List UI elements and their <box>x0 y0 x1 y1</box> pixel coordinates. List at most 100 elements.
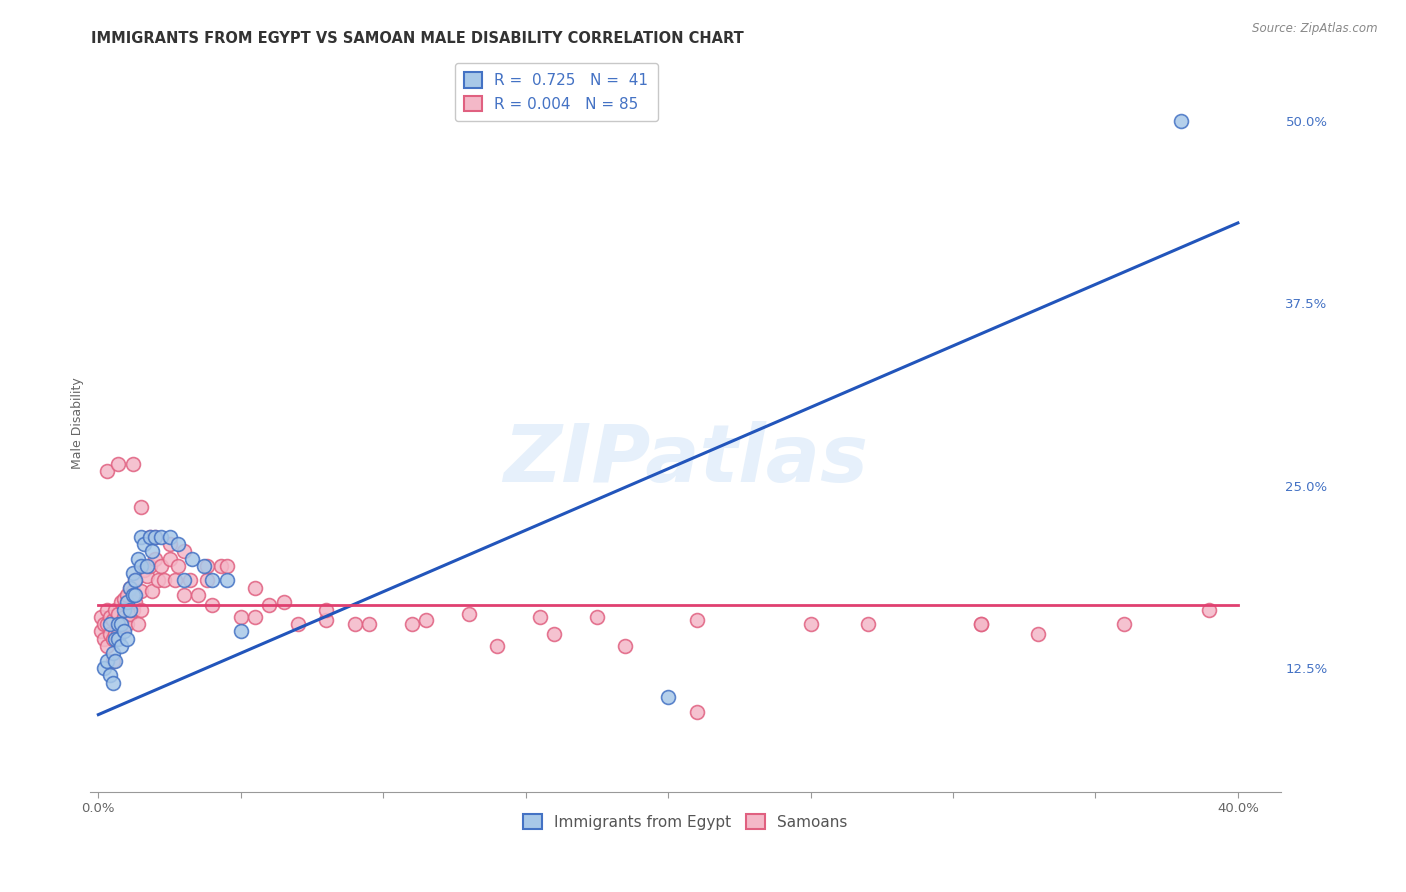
Point <box>121 457 143 471</box>
Point <box>124 574 146 588</box>
Point <box>153 574 176 588</box>
Point <box>124 574 146 588</box>
Point <box>129 530 152 544</box>
Point <box>138 558 160 573</box>
Point <box>970 617 993 632</box>
Point <box>357 617 380 632</box>
Point <box>586 610 609 624</box>
Point <box>135 558 157 573</box>
Point <box>110 617 132 632</box>
Point <box>107 617 129 632</box>
Point <box>101 654 124 668</box>
Point <box>96 639 118 653</box>
Point <box>179 574 201 588</box>
Point <box>159 551 181 566</box>
Point <box>1170 113 1192 128</box>
Point <box>187 588 209 602</box>
Point <box>129 583 152 598</box>
Point <box>132 563 155 577</box>
Point <box>146 574 169 588</box>
Point <box>115 617 138 632</box>
Point <box>110 639 132 653</box>
Point <box>209 558 232 573</box>
Point <box>93 617 115 632</box>
Point <box>685 705 707 719</box>
Point <box>181 551 204 566</box>
Point <box>124 595 146 609</box>
Point <box>127 617 149 632</box>
Point <box>135 569 157 583</box>
Point <box>543 627 565 641</box>
Point <box>457 607 479 621</box>
Point <box>657 690 679 705</box>
Point <box>101 632 124 646</box>
Point <box>529 610 551 624</box>
Point <box>98 617 121 632</box>
Point <box>90 624 112 639</box>
Point <box>127 551 149 566</box>
Point <box>167 558 190 573</box>
Point <box>101 675 124 690</box>
Point <box>96 602 118 616</box>
Point <box>112 624 135 639</box>
Point <box>685 613 707 627</box>
Point <box>90 610 112 624</box>
Point <box>98 610 121 624</box>
Point <box>201 574 224 588</box>
Point <box>138 530 160 544</box>
Point <box>104 654 127 668</box>
Point <box>132 537 155 551</box>
Point <box>243 581 266 595</box>
Point <box>112 610 135 624</box>
Point <box>118 607 141 621</box>
Point <box>193 558 215 573</box>
Point <box>121 588 143 602</box>
Point <box>215 574 238 588</box>
Point <box>101 646 124 660</box>
Point <box>215 558 238 573</box>
Point <box>856 617 879 632</box>
Point <box>150 558 173 573</box>
Point <box>138 530 160 544</box>
Point <box>201 598 224 612</box>
Point <box>173 544 195 558</box>
Point <box>115 632 138 646</box>
Point <box>104 627 127 641</box>
Point <box>141 544 163 558</box>
Point <box>143 551 166 566</box>
Point <box>273 595 295 609</box>
Point <box>96 654 118 668</box>
Legend: Immigrants from Egypt, Samoans: Immigrants from Egypt, Samoans <box>517 807 853 836</box>
Point <box>143 530 166 544</box>
Point <box>104 602 127 616</box>
Point <box>401 617 423 632</box>
Point <box>614 639 637 653</box>
Point <box>112 602 135 616</box>
Point <box>98 627 121 641</box>
Point <box>1198 602 1220 616</box>
Point <box>315 602 337 616</box>
Point <box>799 617 821 632</box>
Text: ZIPatlas: ZIPatlas <box>503 421 868 500</box>
Point <box>195 574 218 588</box>
Point <box>107 607 129 621</box>
Point <box>141 583 163 598</box>
Point <box>173 588 195 602</box>
Point <box>115 595 138 609</box>
Point <box>150 530 173 544</box>
Point <box>96 617 118 632</box>
Point <box>112 592 135 607</box>
Point <box>115 588 138 602</box>
Point <box>118 581 141 595</box>
Point <box>107 457 129 471</box>
Point <box>315 613 337 627</box>
Point <box>243 610 266 624</box>
Point <box>259 598 281 612</box>
Point <box>110 617 132 632</box>
Point <box>93 661 115 675</box>
Point <box>173 574 195 588</box>
Point <box>1112 617 1135 632</box>
Point <box>143 530 166 544</box>
Point <box>229 624 252 639</box>
Point <box>96 464 118 478</box>
